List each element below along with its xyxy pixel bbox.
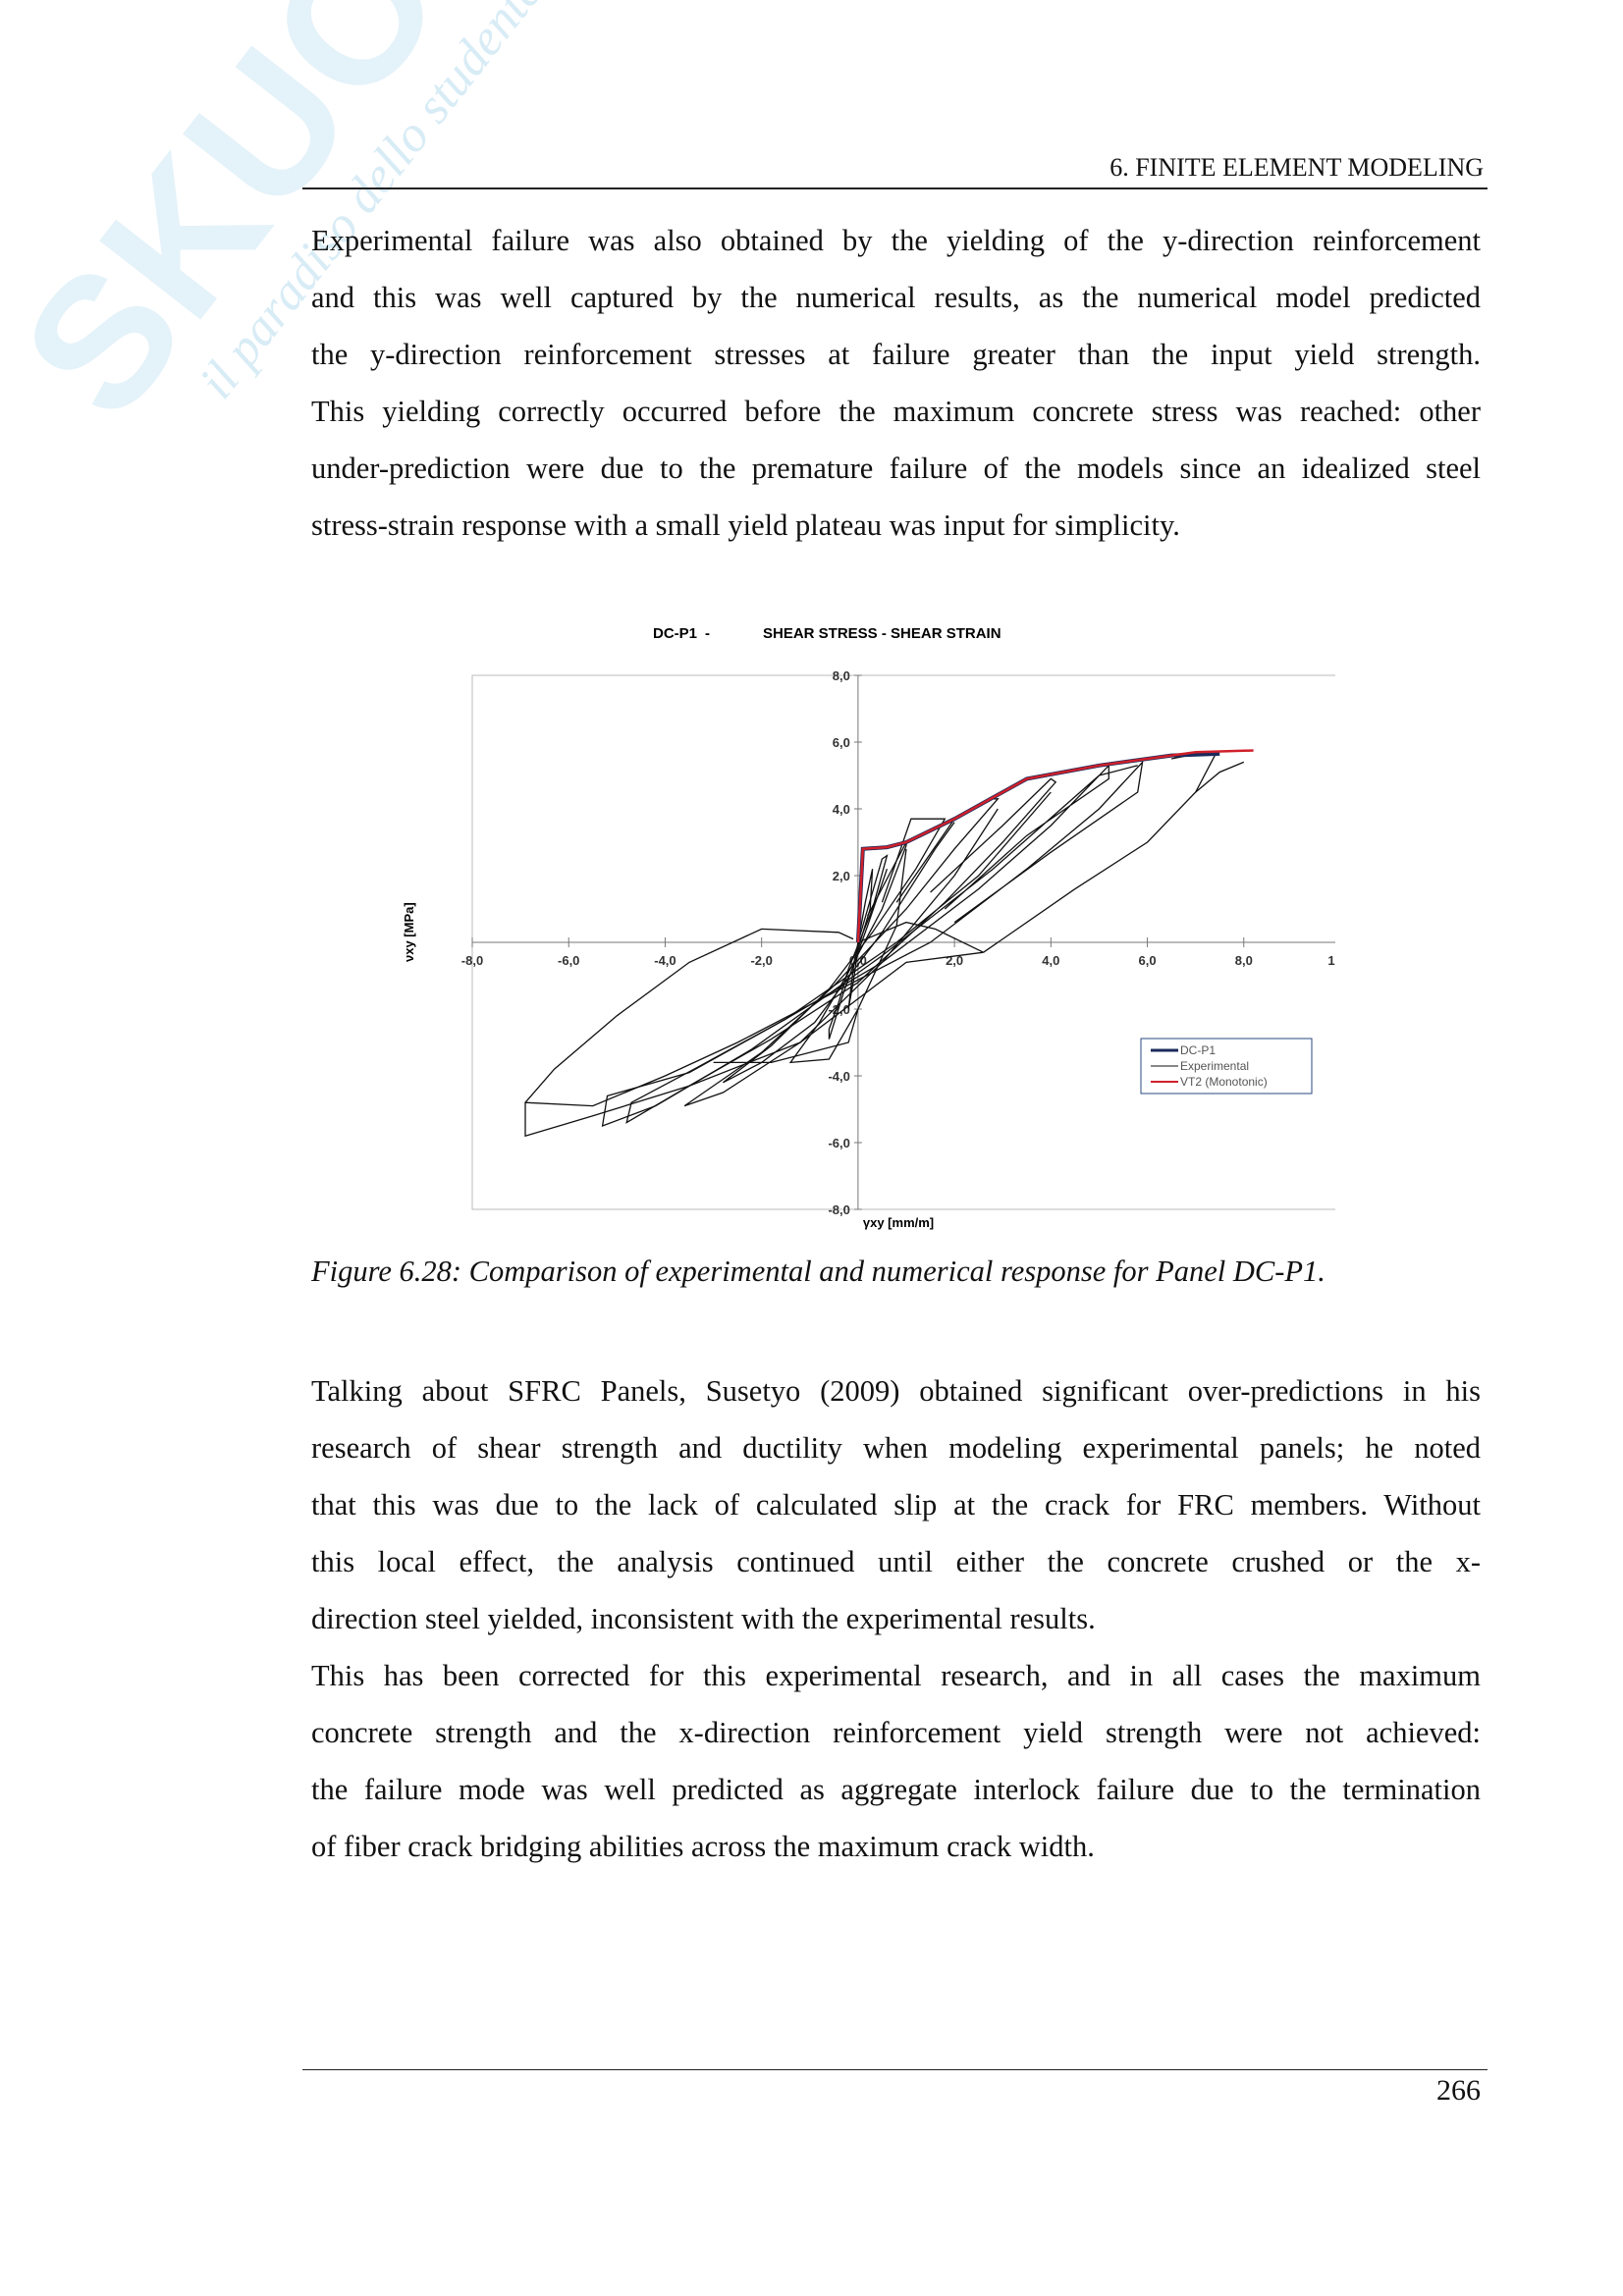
text-line: the failure mode was well predicted as a… — [311, 1773, 1481, 1806]
text-line: this local effect, the analysis continue… — [311, 1545, 1481, 1578]
y-tick-label: -8,0 — [828, 1202, 849, 1217]
x-axis-label: γxy [mm/m] — [863, 1215, 934, 1230]
text-line: stress-strain response with a small yiel… — [311, 508, 1180, 542]
y-tick-label: 6,0 — [833, 735, 850, 750]
x-tick-label: -8,0 — [461, 953, 483, 968]
figure-caption: Figure 6.28: Comparison of experimental … — [311, 1255, 1325, 1288]
y-tick-label: -6,0 — [828, 1136, 849, 1150]
experimental-loop — [788, 841, 907, 1064]
shear-stress-strain-chart: DC-P1- SHEAR STRESS - SHEAR STRAIN-8,0 -6,… — [402, 625, 1335, 1230]
text-line: This yielding correctly occurred before … — [311, 395, 1481, 428]
text-line: research of shear strength and ductility… — [311, 1431, 1481, 1465]
text-line: This has been corrected for this experim… — [311, 1659, 1481, 1692]
text-line: that this was due to the lack of calcula… — [311, 1488, 1481, 1522]
running-header: 6. FINITE ELEMENT MODELING — [1109, 153, 1484, 182]
legend-label: DC-P1 — [1180, 1043, 1216, 1057]
text-line: Experimental failure was also obtained b… — [311, 224, 1481, 257]
chart-title-right: SHEAR STRESS - SHEAR STRAIN — [763, 625, 1001, 642]
text-line: Talking about SFRC Panels, Susetyo (2009… — [311, 1374, 1481, 1408]
y-tick-label: 8,0 — [833, 668, 850, 683]
paragraph-1: Experimental failure was also obtained b… — [311, 212, 1481, 554]
paragraph-2: Talking about SFRC Panels, Susetyo (2009… — [311, 1362, 1481, 1647]
experimental-loop — [1195, 761, 1245, 793]
text-line: the y-direction reinforcement stresses a… — [311, 338, 1481, 371]
experimental-loop — [713, 1008, 859, 1064]
y-tick-label: 2,0 — [833, 869, 850, 883]
chart-title-separator: - — [705, 625, 710, 642]
x-tick-label: 8,0 — [1235, 953, 1253, 968]
x-tick-label: -6,0 — [558, 953, 579, 968]
page-number: 266 — [1436, 2074, 1481, 2107]
experimental-loop — [847, 869, 874, 1010]
y-tick-label: -2,0 — [828, 1002, 849, 1017]
x-tick-label: -4,0 — [654, 953, 676, 968]
text-line: and this was well captured by the numeri… — [311, 281, 1481, 314]
y-tick-label: -4,0 — [828, 1069, 849, 1084]
text-line: direction steel yielded, inconsistent wi… — [311, 1602, 1096, 1635]
text-line: concrete strength and the x-direction re… — [311, 1716, 1481, 1749]
experimental-loop — [857, 921, 984, 953]
series-vt2-monotonic-line — [856, 749, 1254, 943]
experimental-loop — [524, 928, 854, 1103]
chart-title-left: DC-P1 — [653, 625, 697, 642]
experimental-loop — [524, 760, 1144, 1138]
header-rule — [302, 187, 1488, 189]
experimental-loop — [828, 854, 889, 1040]
legend-label: Experimental — [1180, 1059, 1249, 1073]
x-tick-label: 10,0 — [1327, 953, 1335, 968]
y-tick-label: 4,0 — [833, 802, 850, 817]
footer-rule — [302, 2069, 1488, 2070]
x-tick-label: 4,0 — [1042, 953, 1059, 968]
text-line: under-prediction were due to the prematu… — [311, 452, 1481, 485]
x-tick-label: 6,0 — [1139, 953, 1157, 968]
x-tick-label: -2,0 — [750, 953, 772, 968]
experimental-loop — [601, 764, 1138, 1128]
text-line: of fiber crack bridging abilities across… — [311, 1830, 1095, 1863]
legend-label: VT2 (Monotonic) — [1180, 1075, 1268, 1089]
paragraph-3: This has been corrected for this experim… — [311, 1647, 1481, 1875]
y-axis-label: νxy [MPa] — [402, 902, 416, 962]
